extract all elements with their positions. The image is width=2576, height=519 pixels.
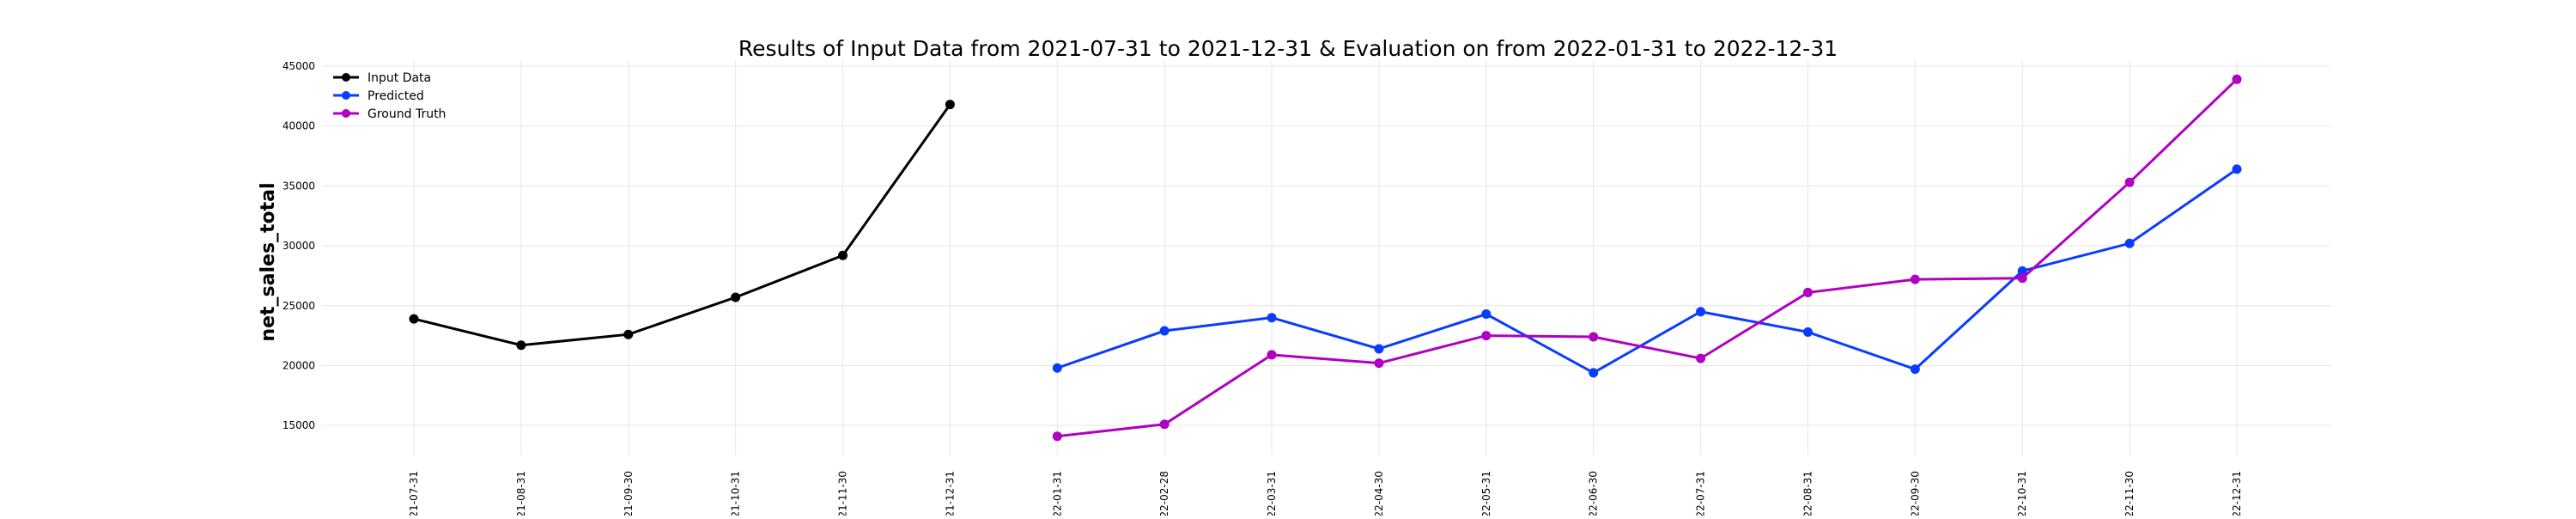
data-point xyxy=(1910,274,1920,284)
x-tick-label: -21-12-31 xyxy=(944,471,956,516)
data-point xyxy=(1802,287,1813,297)
x-tick-label: -21-11-30 xyxy=(837,471,849,516)
y-tick-label: 25000 xyxy=(283,300,315,312)
legend-marker xyxy=(342,73,350,82)
data-point xyxy=(409,314,419,324)
series-line xyxy=(1056,168,2238,375)
x-tick-label: -22-04-30 xyxy=(1373,471,1385,516)
data-point xyxy=(2124,238,2135,248)
y-tick-label: 45000 xyxy=(283,60,315,72)
data-point xyxy=(1159,326,1170,336)
x-tick-label: -21-10-31 xyxy=(730,471,742,516)
data-point xyxy=(516,340,526,351)
data-point xyxy=(945,100,955,110)
y-tick-label: 40000 xyxy=(283,120,315,132)
legend-entry: Input Data xyxy=(333,71,431,85)
y-axis-ticks: 15000 20000 25000 30000 35000 40000 45000 xyxy=(283,60,315,431)
series xyxy=(409,74,2242,442)
data-point xyxy=(1052,363,1062,373)
series-line xyxy=(413,103,951,347)
data-point xyxy=(2017,273,2027,284)
data-point xyxy=(1696,307,1706,317)
x-tick-label: -22-03-31 xyxy=(1266,471,1278,516)
x-tick-label: -22-11-30 xyxy=(2123,471,2136,516)
data-point xyxy=(731,292,741,302)
legend-entry: Predicted xyxy=(333,89,424,103)
x-axis-ticks: -21-07-31 -21-08-31 -21-09-30 -21-10-31 -21-… xyxy=(408,471,2243,519)
legend-label: Ground Truth xyxy=(368,107,446,121)
data-point xyxy=(1910,364,1920,375)
data-point xyxy=(1589,368,1599,378)
x-tick-label: -22-12-31 xyxy=(2231,471,2243,516)
data-point xyxy=(1802,327,1813,337)
legend-entry: Ground Truth xyxy=(333,107,446,121)
data-point xyxy=(1481,309,1492,320)
series-input-data xyxy=(409,100,955,351)
data-point xyxy=(1481,331,1492,341)
x-tick-label: -22-10-31 xyxy=(2016,471,2028,516)
series-line xyxy=(1057,78,2239,438)
data-point xyxy=(1267,350,1277,360)
data-point xyxy=(2017,266,2027,276)
y-tick-label: 30000 xyxy=(283,240,315,252)
x-tick-label: -22-07-31 xyxy=(1695,471,1707,516)
data-point xyxy=(1374,344,1384,354)
data-point xyxy=(2232,164,2242,174)
y-tick-label: 35000 xyxy=(283,180,315,192)
legend: Input Data Predicted Ground Truth xyxy=(333,71,446,121)
x-tick-label: -22-08-31 xyxy=(1801,471,1814,516)
data-point xyxy=(1696,353,1706,363)
data-point xyxy=(1052,431,1062,442)
legend-marker xyxy=(342,91,350,100)
x-tick-label: -22-06-30 xyxy=(1588,471,1600,516)
series-predicted xyxy=(1052,164,2242,378)
series-ground-truth xyxy=(1052,74,2242,442)
y-tick-label: 20000 xyxy=(283,359,315,371)
x-tick-label: -22-01-31 xyxy=(1051,471,1063,516)
grid xyxy=(322,60,2331,455)
x-tick-label: -21-08-31 xyxy=(515,471,527,516)
data-point xyxy=(838,250,848,260)
data-point xyxy=(1159,419,1170,430)
x-tick-label: -22-02-28 xyxy=(1158,471,1170,516)
chart-title: Results of Input Data from 2021-07-31 to… xyxy=(738,36,1838,61)
data-point xyxy=(2124,177,2135,187)
data-point xyxy=(1589,332,1599,342)
x-tick-label: -22-09-30 xyxy=(1909,471,1921,516)
y-axis-label: net_sales_total xyxy=(258,182,279,341)
data-point xyxy=(1267,313,1277,323)
data-point xyxy=(1374,358,1384,369)
legend-label: Predicted xyxy=(368,89,424,103)
data-point xyxy=(623,329,634,339)
legend-marker xyxy=(342,109,350,118)
y-tick-label: 15000 xyxy=(283,419,315,431)
data-point xyxy=(2232,74,2242,84)
x-tick-label: -21-09-30 xyxy=(623,471,635,516)
legend-label: Input Data xyxy=(368,71,431,85)
x-tick-label: -22-05-31 xyxy=(1480,471,1492,516)
x-tick-label: -21-07-31 xyxy=(408,471,420,516)
